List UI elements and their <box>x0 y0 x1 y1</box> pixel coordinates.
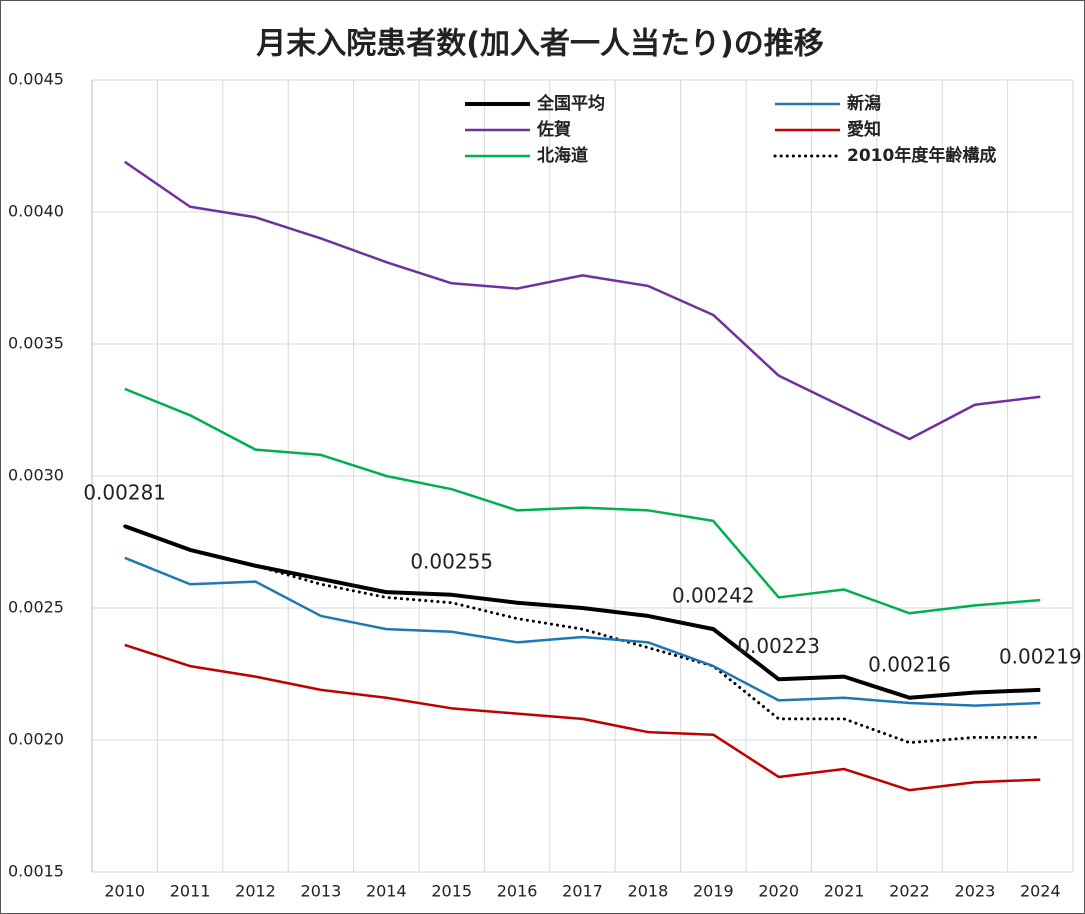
x-tick-label: 2013 <box>301 882 342 901</box>
data-label: 0.00216 <box>868 652 951 676</box>
series-line <box>124 524 1041 700</box>
x-tick-label: 2023 <box>955 882 996 901</box>
data-label: 0.00242 <box>672 584 755 608</box>
series-line <box>124 387 1041 615</box>
data-label: 0.00255 <box>410 549 493 573</box>
legend-label: 北海道 <box>537 145 588 166</box>
legend-label: 佐賀 <box>536 119 571 140</box>
data-label: 0.00223 <box>737 634 820 658</box>
x-tick-label: 2010 <box>104 882 145 901</box>
series-line <box>123 160 1041 441</box>
data-label: 0.00219 <box>999 644 1082 668</box>
y-tick-label: 0.0035 <box>8 334 64 353</box>
x-tick-label: 2015 <box>431 882 472 901</box>
series-line <box>124 556 1041 707</box>
legend-label: 愛知 <box>847 119 881 140</box>
legend-label: 新潟 <box>847 93 881 114</box>
x-tick-label: 2021 <box>824 882 865 901</box>
x-tick-label: 2011 <box>170 882 211 901</box>
x-tick-label: 2020 <box>758 882 799 901</box>
y-tick-label: 0.0020 <box>8 730 64 749</box>
y-tick-label: 0.0045 <box>8 70 64 89</box>
y-tick-label: 0.0015 <box>8 862 64 881</box>
x-tick-label: 2019 <box>693 882 734 901</box>
y-tick-label: 0.0025 <box>8 598 64 617</box>
y-tick-label: 0.0040 <box>8 202 64 221</box>
x-tick-label: 2012 <box>235 882 276 901</box>
data-label: 0.00281 <box>83 481 166 505</box>
chart-title: 月末入院患者数(加入者一人当たり)の推移 <box>256 27 823 62</box>
legend-label: 全国平均 <box>536 93 605 114</box>
x-tick-label: 2016 <box>497 882 538 901</box>
x-tick-label: 2024 <box>1020 882 1061 901</box>
x-tick-label: 2022 <box>889 882 930 901</box>
series-line <box>124 643 1041 792</box>
x-tick-label: 2014 <box>366 882 407 901</box>
x-tick-label: 2018 <box>628 882 669 901</box>
x-tick-label: 2017 <box>562 882 603 901</box>
legend-label: 2010年度年齢構成 <box>847 145 996 166</box>
y-tick-label: 0.0030 <box>8 466 64 485</box>
